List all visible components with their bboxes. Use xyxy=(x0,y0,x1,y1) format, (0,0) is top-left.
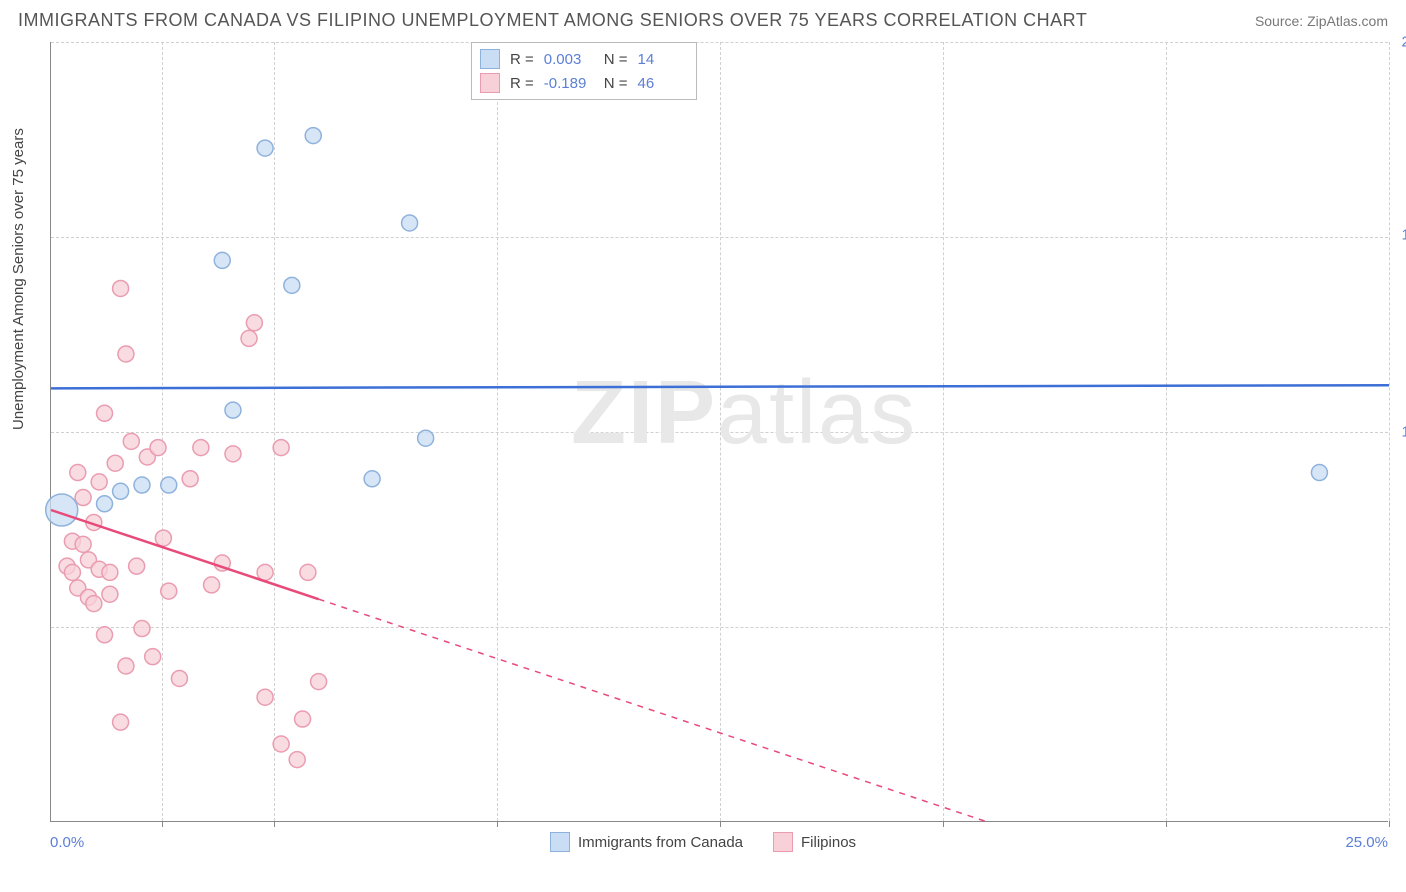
swatch-filipinos xyxy=(480,73,500,93)
stat-row-canada: R = 0.003 N = 14 xyxy=(480,47,688,71)
point-filipinos xyxy=(91,474,107,490)
stat-row-filipinos: R = -0.189 N = 46 xyxy=(480,71,688,95)
chart-title: IMMIGRANTS FROM CANADA VS FILIPINO UNEMP… xyxy=(18,10,1087,31)
point-filipinos xyxy=(113,714,129,730)
legend-swatch-filipinos xyxy=(773,832,793,852)
point-canada xyxy=(305,128,321,144)
point-canada xyxy=(1311,465,1327,481)
x-tick xyxy=(274,821,275,827)
point-filipinos xyxy=(155,530,171,546)
x-tick xyxy=(497,821,498,827)
x-tick xyxy=(943,821,944,827)
point-canada xyxy=(284,277,300,293)
point-canada xyxy=(257,140,273,156)
bottom-legend: Immigrants from Canada Filipinos xyxy=(0,832,1406,852)
point-filipinos xyxy=(150,440,166,456)
n-value-canada: 14 xyxy=(638,51,688,68)
point-canada xyxy=(214,252,230,268)
point-filipinos xyxy=(311,674,327,690)
point-filipinos xyxy=(86,596,102,612)
point-canada xyxy=(134,477,150,493)
point-canada xyxy=(402,215,418,231)
r-value-filipinos: -0.189 xyxy=(544,75,594,92)
point-filipinos xyxy=(300,564,316,580)
point-filipinos xyxy=(295,711,311,727)
point-filipinos xyxy=(273,440,289,456)
regression-line-filipinos-dashed xyxy=(319,599,988,822)
point-filipinos xyxy=(273,736,289,752)
r-value-canada: 0.003 xyxy=(544,51,594,68)
point-filipinos xyxy=(161,583,177,599)
point-filipinos xyxy=(257,689,273,705)
legend-item-canada: Immigrants from Canada xyxy=(550,832,743,852)
point-filipinos xyxy=(145,649,161,665)
point-filipinos xyxy=(102,586,118,602)
legend-label-filipinos: Filipinos xyxy=(801,834,856,851)
title-bar: IMMIGRANTS FROM CANADA VS FILIPINO UNEMP… xyxy=(18,10,1388,31)
point-filipinos xyxy=(123,433,139,449)
source-label: Source: ZipAtlas.com xyxy=(1255,13,1388,29)
point-canada xyxy=(97,496,113,512)
point-filipinos xyxy=(75,490,91,506)
point-filipinos xyxy=(75,536,91,552)
n-value-filipinos: 46 xyxy=(638,75,688,92)
point-filipinos xyxy=(193,440,209,456)
point-canada xyxy=(113,483,129,499)
legend-label-canada: Immigrants from Canada xyxy=(578,834,743,851)
point-filipinos xyxy=(118,658,134,674)
point-canada xyxy=(46,494,78,526)
point-filipinos xyxy=(246,315,262,331)
point-filipinos xyxy=(97,627,113,643)
x-tick xyxy=(1166,821,1167,827)
point-filipinos xyxy=(113,280,129,296)
point-filipinos xyxy=(129,558,145,574)
y-tick-label: 25.0% xyxy=(1394,34,1406,51)
point-filipinos xyxy=(97,405,113,421)
point-filipinos xyxy=(107,455,123,471)
point-filipinos xyxy=(171,670,187,686)
point-filipinos xyxy=(257,564,273,580)
point-filipinos xyxy=(204,577,220,593)
y-axis-label: Unemployment Among Seniors over 75 years xyxy=(10,128,27,430)
point-canada xyxy=(418,430,434,446)
y-tick-label: 12.5% xyxy=(1394,424,1406,441)
point-canada xyxy=(161,477,177,493)
y-tick-label: 6.3% xyxy=(1394,617,1406,634)
x-tick xyxy=(720,821,721,827)
point-filipinos xyxy=(241,330,257,346)
gridline-v xyxy=(1389,42,1390,821)
point-filipinos xyxy=(64,564,80,580)
y-tick-label: 18.8% xyxy=(1394,227,1406,244)
legend-item-filipinos: Filipinos xyxy=(773,832,856,852)
plot-area: 25.0%18.8%12.5%6.3% ZIPatlas R = 0.003 N… xyxy=(50,42,1388,822)
point-canada xyxy=(364,471,380,487)
point-filipinos xyxy=(134,621,150,637)
point-filipinos xyxy=(102,564,118,580)
point-filipinos xyxy=(70,465,86,481)
scatter-svg xyxy=(51,42,1388,821)
x-tick xyxy=(162,821,163,827)
correlation-stat-box: R = 0.003 N = 14 R = -0.189 N = 46 xyxy=(471,42,697,100)
swatch-canada xyxy=(480,49,500,69)
point-filipinos xyxy=(182,471,198,487)
legend-swatch-canada xyxy=(550,832,570,852)
point-canada xyxy=(225,402,241,418)
point-filipinos xyxy=(118,346,134,362)
point-filipinos xyxy=(225,446,241,462)
regression-line-canada xyxy=(51,385,1389,388)
point-filipinos xyxy=(289,752,305,768)
x-tick xyxy=(1389,821,1390,827)
